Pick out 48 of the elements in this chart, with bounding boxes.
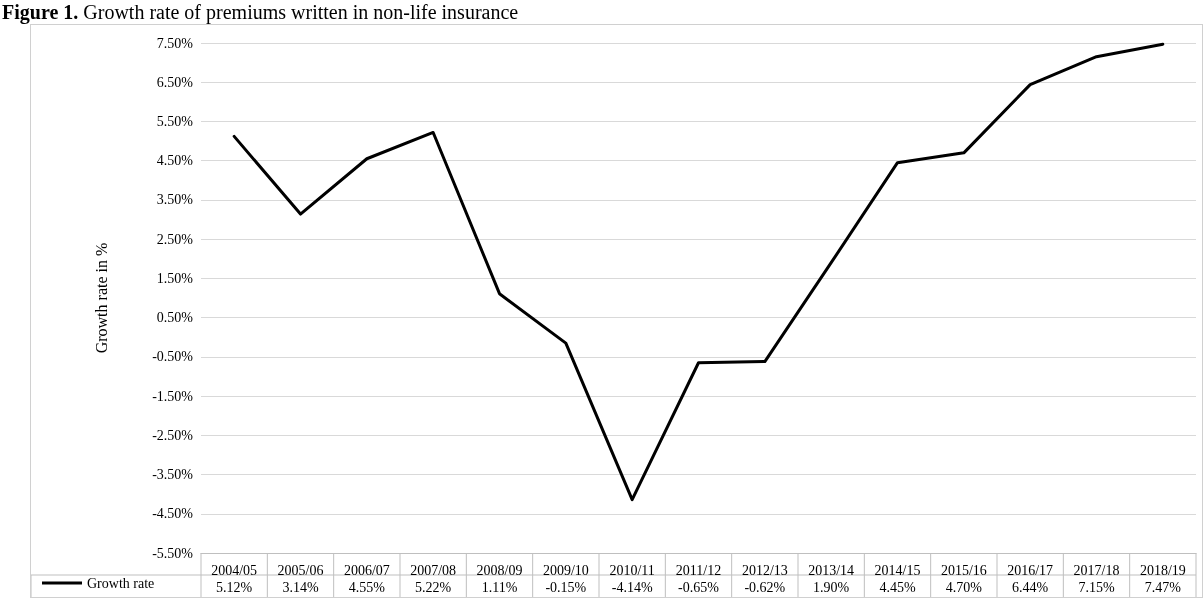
y-tick-label: -2.50%	[152, 427, 194, 443]
x-tick-label: 2017/18	[1073, 562, 1120, 578]
y-tick-label: 6.50%	[156, 74, 194, 90]
y-tick-label: 2.50%	[156, 231, 194, 247]
x-tick-label: 2016/17	[1007, 562, 1054, 578]
data-label: 6.44%	[1012, 579, 1049, 595]
x-tick-label: 2018/19	[1139, 562, 1186, 578]
y-tick-label: 1.50%	[156, 270, 194, 286]
data-label: -0.62%	[744, 579, 786, 595]
data-label: 4.70%	[945, 579, 983, 595]
y-tick-label: 4.50%	[156, 153, 194, 169]
data-label: 7.15%	[1078, 579, 1115, 595]
data-label: 7.47%	[1144, 579, 1182, 595]
y-axis-title: Growth rate in %	[92, 242, 110, 354]
data-label: 4.45%	[879, 579, 916, 595]
x-tick-label: 2008/09	[476, 562, 523, 578]
data-label: -0.65%	[678, 579, 720, 595]
data-label: 1.11%	[481, 579, 518, 595]
x-tick-label: 2006/07	[343, 562, 390, 578]
y-tick-label: 7.50%	[156, 35, 194, 51]
data-label: -0.15%	[545, 579, 587, 595]
chart-title: Figure 1. Growth rate of premiums written in non-life insurance	[2, 0, 519, 24]
data-label: 1.90%	[813, 579, 850, 595]
y-tick-label: -3.50%	[152, 467, 194, 483]
data-label: 5.12%	[216, 579, 253, 595]
y-tick-label: -4.50%	[152, 506, 194, 522]
x-tick-label: 2009/10	[542, 562, 589, 578]
data-label: 4.55%	[348, 579, 386, 595]
x-tick-label: 2010/11	[609, 562, 655, 578]
x-tick-label: 2011/12	[675, 562, 722, 578]
x-tick-label: 2015/16	[940, 562, 987, 578]
legend-label: Growth rate	[87, 575, 155, 591]
data-label: 5.22%	[415, 579, 452, 595]
y-tick-label: 5.50%	[156, 113, 194, 129]
x-tick-label: 2014/15	[874, 562, 921, 578]
x-tick-label: 2012/13	[741, 562, 788, 578]
y-tick-label: 0.50%	[156, 310, 194, 326]
y-tick-label: -5.50%	[152, 545, 194, 561]
y-tick-label: -1.50%	[152, 388, 194, 404]
x-tick-label: 2013/14	[808, 562, 855, 578]
x-tick-label: 2007/08	[410, 562, 457, 578]
line-series	[232, 42, 1165, 502]
x-tick-label: 2005/06	[277, 562, 324, 578]
data-label: -4.14%	[611, 579, 653, 595]
data-label: 3.14%	[282, 579, 319, 595]
x-tick-label: 2004/05	[211, 562, 258, 578]
y-tick-label: -0.50%	[152, 349, 194, 365]
y-tick-label: 3.50%	[156, 192, 194, 208]
